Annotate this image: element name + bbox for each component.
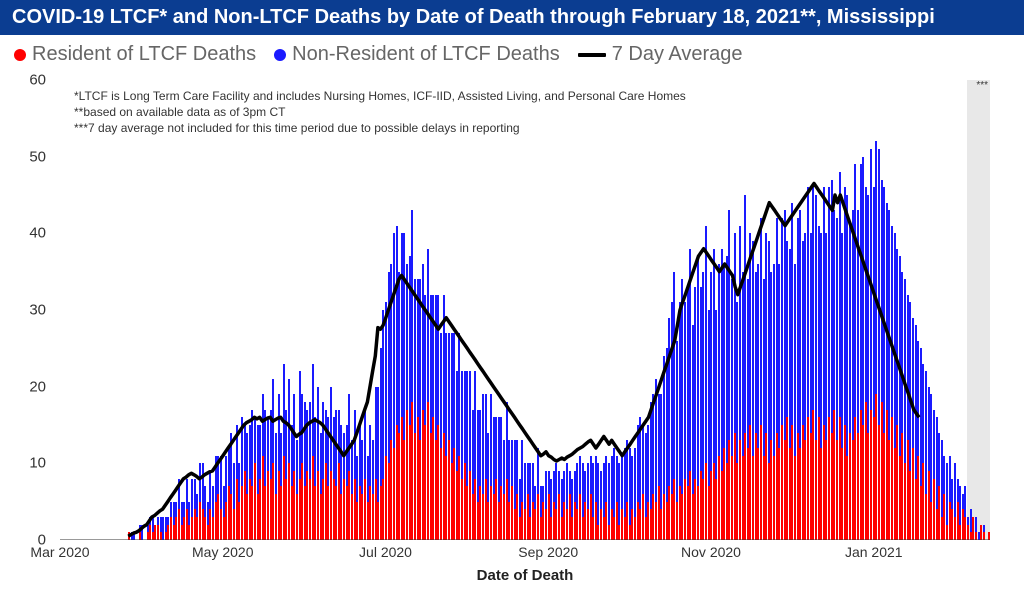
- y-axis: 0102030405060: [0, 80, 54, 540]
- y-tick: 40: [29, 225, 46, 242]
- legend-nonresident: Non-Resident of LTCF Deaths: [274, 43, 560, 66]
- x-tick: May 2020: [192, 544, 253, 560]
- legend-avg: 7 Day Average: [578, 43, 743, 66]
- avg-line: [128, 184, 919, 537]
- x-axis-label: Date of Death: [477, 567, 574, 584]
- legend-resident: Resident of LTCF Deaths: [14, 43, 256, 66]
- legend-label-resident: Resident of LTCF Deaths: [32, 43, 256, 66]
- line-layer: [60, 80, 990, 540]
- x-tick: Nov 2020: [681, 544, 741, 560]
- y-tick: 20: [29, 378, 46, 395]
- legend: Resident of LTCF Deaths Non-Resident of …: [0, 35, 1024, 66]
- legend-dot-nonresident: [274, 49, 286, 61]
- legend-label-nonresident: Non-Resident of LTCF Deaths: [292, 43, 560, 66]
- x-tick: Jan 2021: [845, 544, 903, 560]
- y-tick: 50: [29, 148, 46, 165]
- chart-plot-area: *** Mar 2020May 2020Jul 2020Sep 2020Nov …: [60, 80, 990, 540]
- legend-line-avg: [578, 53, 606, 57]
- legend-label-avg: 7 Day Average: [612, 43, 743, 66]
- x-tick: Jul 2020: [359, 544, 412, 560]
- y-tick: 10: [29, 455, 46, 472]
- chart-title-bar: COVID-19 LTCF* and Non-LTCF Deaths by Da…: [0, 0, 1024, 35]
- x-tick: Mar 2020: [30, 544, 89, 560]
- legend-dot-resident: [14, 49, 26, 61]
- x-tick: Sep 2020: [518, 544, 578, 560]
- chart-title: COVID-19 LTCF* and Non-LTCF Deaths by Da…: [12, 6, 935, 28]
- y-tick: 30: [29, 302, 46, 319]
- y-tick: 60: [29, 72, 46, 89]
